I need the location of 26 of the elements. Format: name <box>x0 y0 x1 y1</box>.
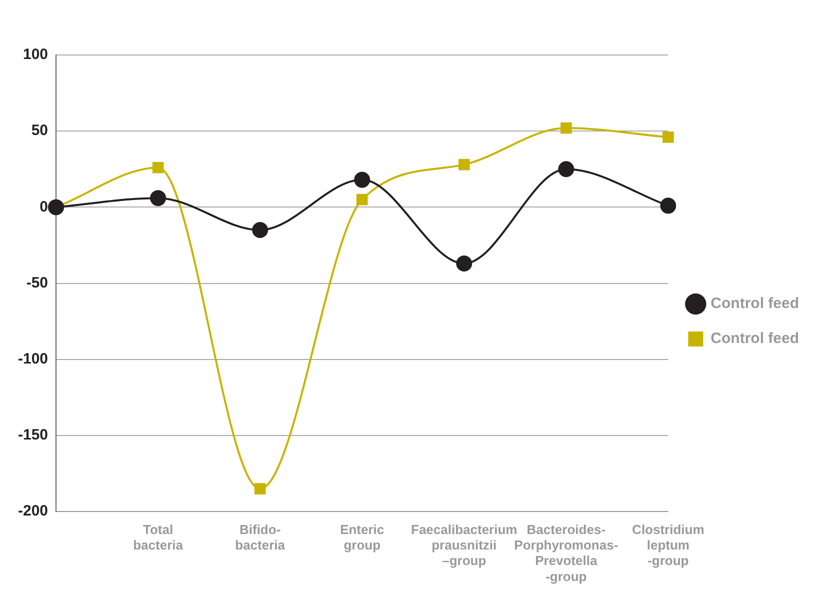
y-tick-label: 100 <box>22 46 48 64</box>
point <box>150 190 166 206</box>
point <box>252 222 268 238</box>
x-tick-label: Clostridium leptum -group <box>632 522 704 568</box>
y-tick-label: -200 <box>18 502 48 520</box>
point <box>456 256 472 272</box>
legend-label: Control feed <box>710 330 800 348</box>
y-tick-label: -150 <box>18 426 48 444</box>
point <box>254 483 266 494</box>
y-tick-label: 50 <box>31 122 48 140</box>
x-tick-label: Bifido- bacteria <box>235 522 286 553</box>
y-tick-label: 0 <box>40 198 48 216</box>
legend-label: Control feed <box>710 295 800 312</box>
point <box>560 122 572 134</box>
point <box>458 158 470 170</box>
x-tick-label: Total bacteria <box>133 522 184 553</box>
point <box>662 132 674 143</box>
y-tick-label: -50 <box>26 274 48 292</box>
point <box>152 162 164 174</box>
y-tick-label: -100 <box>18 350 48 368</box>
point <box>356 194 368 206</box>
point <box>558 161 574 178</box>
x-tick-label: Enteric group <box>340 522 384 553</box>
point <box>354 172 370 188</box>
point <box>660 198 676 214</box>
point <box>48 199 64 216</box>
